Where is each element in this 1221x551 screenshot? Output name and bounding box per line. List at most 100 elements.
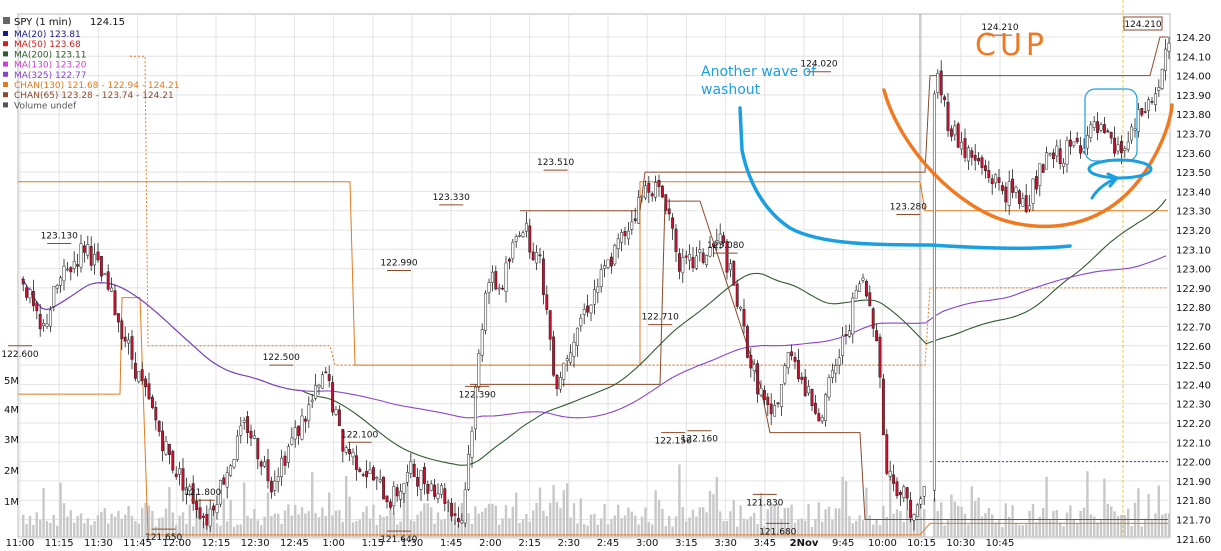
volume-bar [1076,523,1079,537]
volume-bar [362,512,365,537]
candle-body [650,193,654,197]
washout-curve [738,106,1072,250]
volume-bar [1048,520,1052,537]
candle-body [909,499,913,518]
chart-title: SPY (1 min) [14,17,72,28]
volume-bar [916,504,919,537]
candle-body [919,498,923,505]
volume-bar [538,487,542,537]
candle-body [110,287,114,292]
candle-body [229,465,233,476]
candle-body [1119,141,1123,154]
candle-body [453,513,457,516]
last-price-box [1123,16,1163,31]
volume-bar [134,521,137,537]
candle-body [1024,195,1028,212]
price-label: 123.130 [41,232,78,242]
volume-bar [773,504,776,537]
x-tick-label: 3:30 [714,538,736,549]
volume-bar [147,505,151,537]
volume-bar [1110,506,1113,537]
volume-bar [933,498,936,537]
volume-bar [175,524,178,537]
candle-body [504,262,508,292]
y-tick-label: 123.80 [1176,110,1211,121]
volume-bar [120,518,123,537]
candle-body [307,404,311,421]
volume-bar [749,516,752,537]
last-price-label: 124.210 [1124,20,1161,30]
volume-bar [821,521,824,537]
volume-bar [402,493,406,537]
volume-bar [317,517,321,537]
candle-body [154,407,158,421]
volume-bar [936,511,939,537]
candle-body [589,304,593,314]
price-label: 122.710 [642,313,679,323]
candle-body [572,341,576,357]
candle-body [439,485,443,495]
candle-body [711,243,715,247]
candle-body [994,174,998,184]
y-tick-label: 122.20 [1176,419,1211,430]
volume-bar [678,464,681,537]
candle-body [616,238,620,249]
candle-body [776,402,780,405]
volume-bar [141,507,144,537]
candle-body [164,441,168,455]
volume-bar [464,518,467,537]
candle-body [266,459,270,482]
price-label: 122.500 [263,353,300,363]
volume-bar [59,482,62,537]
volume-bar [640,516,644,537]
volume-bar [793,522,797,537]
volume-bar [151,510,154,537]
legend-swatch [3,102,8,108]
candle-body [824,394,828,421]
volume-bar [243,482,246,537]
volume-bar [1079,510,1082,537]
candle-body [314,384,318,399]
volume-bar [1120,514,1123,537]
annotation-cup-text: CUP [975,28,1048,63]
volume-bar [1116,515,1120,537]
candle-body [52,285,56,307]
x-tick-label: 1:00 [322,538,344,549]
volume-bar [664,526,667,537]
volume-bar [902,522,905,537]
candle-body [1004,186,1008,203]
legend-swatch [3,31,8,36]
candle-body [361,474,365,476]
moving-average-lines [21,198,1167,466]
x-tick-label: 12:15 [202,538,231,549]
candle-body [174,473,178,477]
y-tick-label: 121.90 [1176,477,1211,488]
candle-body [358,468,362,473]
candle-body [647,182,651,193]
candle-body [113,290,117,316]
legend-item: MA(130) 123.20 [14,61,87,71]
price-label: 124.020 [800,60,837,70]
volume-bar [651,524,654,537]
candle-body [82,245,86,253]
volume-bar [617,504,620,537]
candle-body [535,252,539,264]
price-label: 121.800 [184,488,221,498]
volume-bar [603,504,606,537]
volume-bar [807,503,810,537]
volume-bar [117,510,120,537]
y-tick-label: 124.10 [1176,52,1211,63]
volume-bar [273,513,276,537]
candle-body [65,268,69,271]
price-label: 123.330 [433,193,470,203]
candle-body [718,233,722,244]
candle-body [599,269,603,287]
volume-bar [1140,526,1143,537]
candle-body [35,302,39,312]
candle-body [89,246,93,266]
volume-bar [229,499,232,537]
volume-bar [1025,524,1028,537]
volume-bar [307,511,310,537]
candle-body [766,396,770,406]
